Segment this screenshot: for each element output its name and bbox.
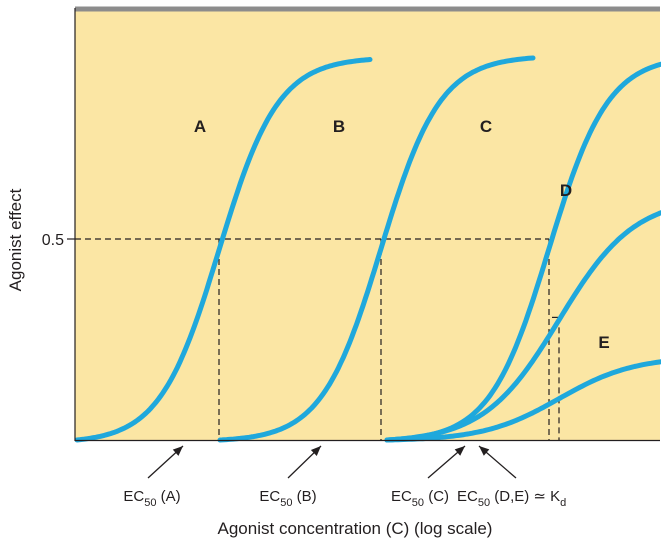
ec50-arrowhead-a <box>172 446 183 456</box>
plot-background <box>75 8 660 440</box>
curve-e <box>384 359 661 443</box>
response-curves <box>74 55 661 443</box>
curve-label-c: C <box>480 117 492 136</box>
y-axis-title: Agonist effect <box>6 188 25 291</box>
ec50-arrowhead-de <box>479 446 490 456</box>
ec50-label-a: EC50 (A) <box>123 488 180 509</box>
x-axis-title: Agonist concentration (C) (log scale) <box>218 519 493 538</box>
curve-label-a: A <box>194 117 206 136</box>
y-axis-ticks: 0.5 <box>42 232 75 249</box>
curve-labels: A B C D E <box>194 117 610 352</box>
curve-a <box>74 57 373 443</box>
curve-d <box>384 210 661 443</box>
curve-label-d: D <box>560 181 572 200</box>
ec50-arrowhead-b <box>310 446 321 456</box>
curve-label-e: E <box>598 333 609 352</box>
ec50-label-de: EC50 (D,E) ≃ Kd <box>457 488 566 509</box>
y-tick-label: 0.5 <box>42 232 64 249</box>
ec50-arrowhead-c <box>454 446 465 456</box>
ec50-label-c: EC50 (C) <box>391 488 449 509</box>
ec50-markers: EC50 (A) EC50 (B) EC50 (C) EC50 (D,E) ≃ Kd <box>123 445 566 509</box>
curve-label-b: B <box>333 117 345 136</box>
ec50-label-b: EC50 (B) <box>259 488 316 509</box>
curve-b <box>217 55 536 443</box>
